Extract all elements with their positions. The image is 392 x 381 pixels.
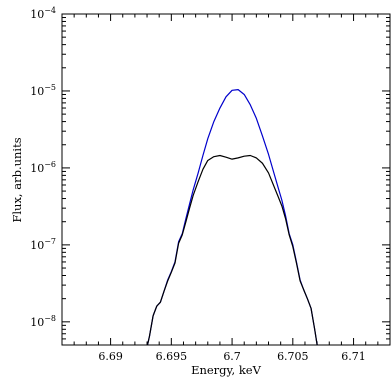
series-line-0	[146, 89, 318, 345]
x-tick-label: 6.7	[223, 350, 241, 363]
axis-ticks: 6.69 6.695 6.7 6.705 6.71 10−4 10−5 10−6 10−7 10−…	[30, 6, 391, 363]
y-tick-label: 10−4	[30, 6, 56, 21]
y-axis-label: Flux, arb.units	[10, 137, 24, 222]
x-tick-label: 6.71	[341, 350, 366, 363]
series-group	[146, 89, 318, 345]
series-line-1	[146, 154, 318, 345]
y-tick-label: 10−5	[30, 83, 56, 98]
x-tick-label: 6.705	[277, 350, 309, 363]
y-tick-label: 10−7	[30, 237, 56, 252]
x-tick-label: 6.695	[156, 350, 188, 363]
x-axis-label: Energy, keV	[191, 363, 262, 377]
y-tick-label: 10−8	[30, 314, 56, 329]
y-tick-label: 10−6	[30, 160, 56, 175]
x-tick-label: 6.69	[98, 350, 123, 363]
plot-frame	[61, 13, 391, 346]
